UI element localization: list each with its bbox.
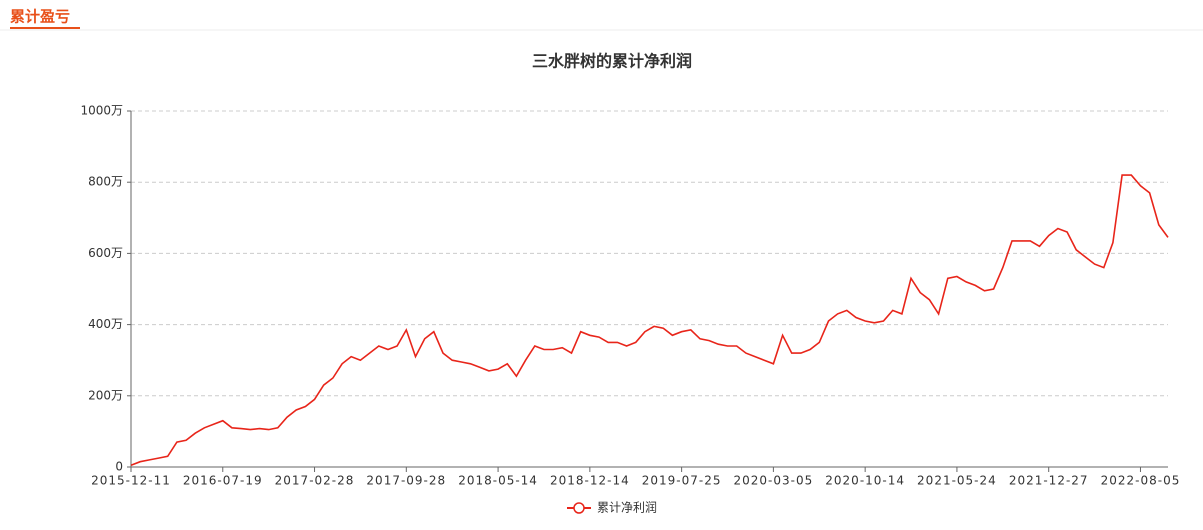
x-tick-label: 2015-12-11 bbox=[91, 474, 171, 488]
legend-label: 累计净利润 bbox=[597, 501, 657, 515]
tab-title[interactable]: 累计盈亏 bbox=[10, 8, 70, 26]
x-tick-label: 2018-12-14 bbox=[550, 474, 630, 488]
y-tick-label: 600万 bbox=[88, 246, 123, 260]
x-tick-label: 2016-07-19 bbox=[183, 474, 263, 488]
chart-title: 三水胖树的累计净利润 bbox=[532, 52, 692, 71]
x-tick-label: 2019-07-25 bbox=[642, 474, 722, 488]
y-tick-label: 1000万 bbox=[80, 104, 123, 118]
x-tick-label: 2017-02-28 bbox=[275, 474, 355, 488]
data-line bbox=[130, 174, 1169, 466]
legend-marker bbox=[573, 502, 585, 514]
y-tick-label: 0 bbox=[115, 460, 123, 474]
x-tick-label: 2020-03-05 bbox=[734, 474, 814, 488]
x-tick-label: 2020-10-14 bbox=[825, 474, 905, 488]
x-tick-label: 2018-05-14 bbox=[458, 474, 538, 488]
y-tick-label: 800万 bbox=[88, 175, 123, 189]
y-tick-label: 400万 bbox=[88, 317, 123, 331]
x-tick-label: 2022-08-05 bbox=[1101, 474, 1181, 488]
x-tick-label: 2021-05-24 bbox=[917, 474, 997, 488]
x-tick-label: 2017-09-28 bbox=[366, 474, 446, 488]
x-tick-label: 2021-12-27 bbox=[1009, 474, 1089, 488]
y-tick-label: 200万 bbox=[88, 388, 123, 402]
